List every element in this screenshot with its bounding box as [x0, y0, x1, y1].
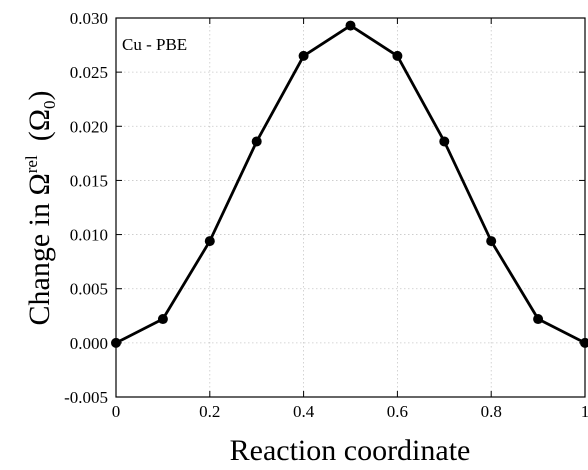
y-tick-label: 0.025: [70, 63, 108, 82]
y-axis-title-prefix: Change in Ω: [23, 173, 56, 325]
y-axis-title-unit-close: ): [23, 90, 56, 100]
y-tick-label: -0.005: [64, 388, 108, 407]
annotation-label: Cu - PBE: [122, 35, 187, 54]
y-tick-label: 0.005: [70, 280, 108, 299]
y-axis-title-unit-subscript: 0: [40, 100, 59, 109]
x-axis-title: Reaction coordinate: [230, 434, 471, 467]
data-point: [533, 314, 544, 325]
y-tick-label: 0.010: [70, 226, 108, 245]
y-tick-label: 0.020: [70, 117, 108, 136]
y-tick-label: 0.000: [70, 334, 108, 353]
data-point: [204, 236, 215, 247]
data-point: [486, 236, 497, 247]
data-point: [298, 50, 309, 61]
plot-frame: [115, 17, 586, 398]
y-tick-label: 0.015: [70, 171, 108, 190]
x-tick-label: 0.2: [199, 402, 220, 421]
y-tick-label: 0.030: [70, 9, 108, 28]
y-axis-title-unit-open: (Ω: [23, 109, 56, 141]
series-layer: [111, 20, 588, 348]
x-tick-label: 0.4: [293, 402, 315, 421]
x-tick-label: 1: [581, 402, 588, 421]
data-point: [251, 136, 262, 147]
x-tick-label: 0.6: [387, 402, 408, 421]
ticks: 0 0.2 0.4 0.6 0.8 1 -0.005 0.000 0.005 0.010 0.015…: [64, 9, 588, 421]
grid-lines: [115, 17, 586, 398]
y-axis-title: Change in Ωrel (Ω0): [22, 90, 59, 325]
x-tick-label: 0: [112, 402, 121, 421]
data-point: [345, 20, 356, 31]
x-tick-label: 0.8: [481, 402, 502, 421]
data-point: [157, 314, 168, 325]
data-point: [439, 136, 450, 147]
series-line: [115, 24, 586, 345]
y-axis-title-superscript: rel: [22, 155, 41, 173]
data-point: [392, 50, 403, 61]
